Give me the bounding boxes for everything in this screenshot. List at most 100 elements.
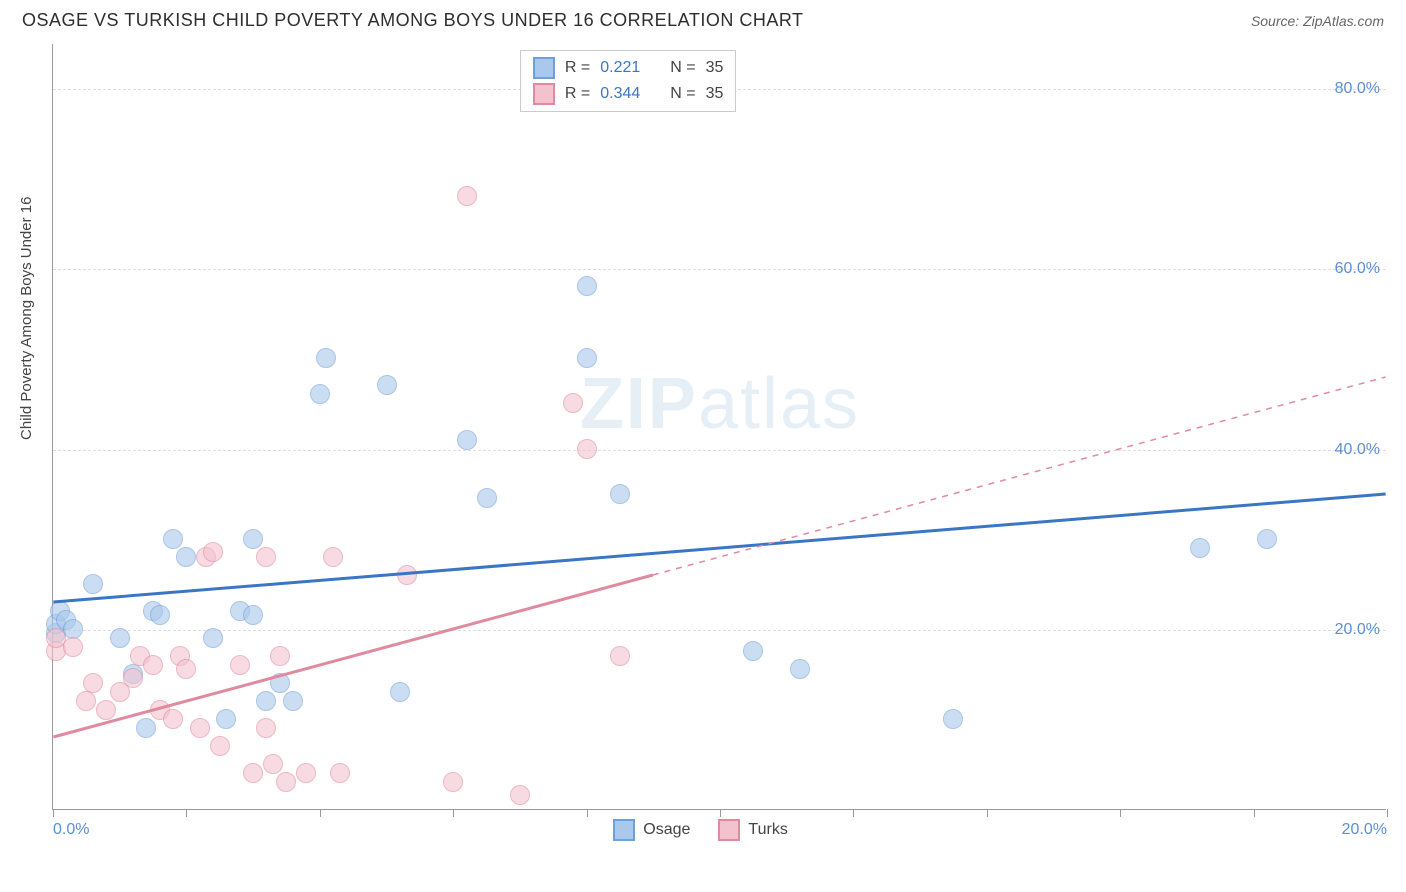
data-point [296,763,316,783]
gridline [53,630,1386,631]
data-point [230,655,250,675]
data-point [136,718,156,738]
data-point [276,772,296,792]
x-tick [1387,809,1388,817]
data-point [316,348,336,368]
legend-swatch [613,819,635,841]
x-tick [186,809,187,817]
data-point [377,375,397,395]
data-point [123,668,143,688]
data-point [203,628,223,648]
data-point [283,691,303,711]
data-point [390,682,410,702]
data-point [76,691,96,711]
y-tick-label: 20.0% [1335,621,1380,639]
gridline [53,450,1386,451]
data-point [330,763,350,783]
data-point [1190,538,1210,558]
n-label: N = [670,59,695,77]
data-point [1257,529,1277,549]
x-tick-label: 20.0% [1342,821,1387,839]
data-point [243,529,263,549]
data-point [256,547,276,567]
x-tick [587,809,588,817]
legend-row: R = 0.221 N = 35 [529,55,728,81]
data-point [610,484,630,504]
data-point [110,628,130,648]
data-point [397,565,417,585]
x-tick [53,809,54,817]
x-tick [853,809,854,817]
data-point [457,430,477,450]
data-point [477,488,497,508]
data-point [943,709,963,729]
trend-lines-layer [53,44,1386,809]
x-tick [1254,809,1255,817]
correlation-legend: R = 0.221 N = 35 R = 0.344 N = 35 [520,50,737,112]
n-label: N = [670,85,695,103]
gridline [53,269,1386,270]
n-value: 35 [706,59,724,77]
x-tick [1120,809,1121,817]
legend-label: Turks [748,821,787,839]
n-value: 35 [706,85,724,103]
data-point [243,605,263,625]
legend-swatch [533,57,555,79]
legend-item: Turks [718,819,787,841]
series-legend: Osage Turks [613,819,788,841]
legend-row: R = 0.344 N = 35 [529,81,728,107]
data-point [256,691,276,711]
y-tick-label: 60.0% [1335,260,1380,278]
data-point [263,754,283,774]
legend-swatch [718,819,740,841]
data-point [790,659,810,679]
legend-swatch [533,83,555,105]
r-value: 0.221 [600,59,640,77]
data-point [270,673,290,693]
data-point [457,186,477,206]
x-tick [720,809,721,817]
data-point [563,393,583,413]
data-point [143,655,163,675]
data-point [577,276,597,296]
trend-line-dashed [653,377,1386,575]
r-value: 0.344 [600,85,640,103]
data-point [176,547,196,567]
data-point [83,574,103,594]
data-point [243,763,263,783]
data-point [203,542,223,562]
y-tick-label: 40.0% [1335,441,1380,459]
data-point [577,348,597,368]
data-point [216,709,236,729]
legend-label: Osage [643,821,690,839]
watermark: ZIPatlas [580,363,860,445]
data-point [83,673,103,693]
scatter-chart: ZIPatlas R =0.221N =35R =0.344N =35 Osag… [52,44,1386,810]
data-point [270,646,290,666]
r-label: R = [565,59,590,77]
x-tick [987,809,988,817]
data-point [176,659,196,679]
y-tick-label: 80.0% [1335,80,1380,98]
data-point [163,529,183,549]
data-point [210,736,230,756]
source-attribution: Source: ZipAtlas.com [1251,13,1384,29]
data-point [610,646,630,666]
x-tick [320,809,321,817]
data-point [323,547,343,567]
data-point [63,637,83,657]
data-point [256,718,276,738]
r-label: R = [565,85,590,103]
data-point [577,439,597,459]
data-point [743,641,763,661]
legend-item: Osage [613,819,690,841]
x-tick [453,809,454,817]
x-tick-label: 0.0% [53,821,89,839]
data-point [310,384,330,404]
data-point [96,700,116,720]
data-point [163,709,183,729]
data-point [190,718,210,738]
y-axis-label: Child Poverty Among Boys Under 16 [18,197,35,440]
data-point [150,605,170,625]
data-point [510,785,530,805]
